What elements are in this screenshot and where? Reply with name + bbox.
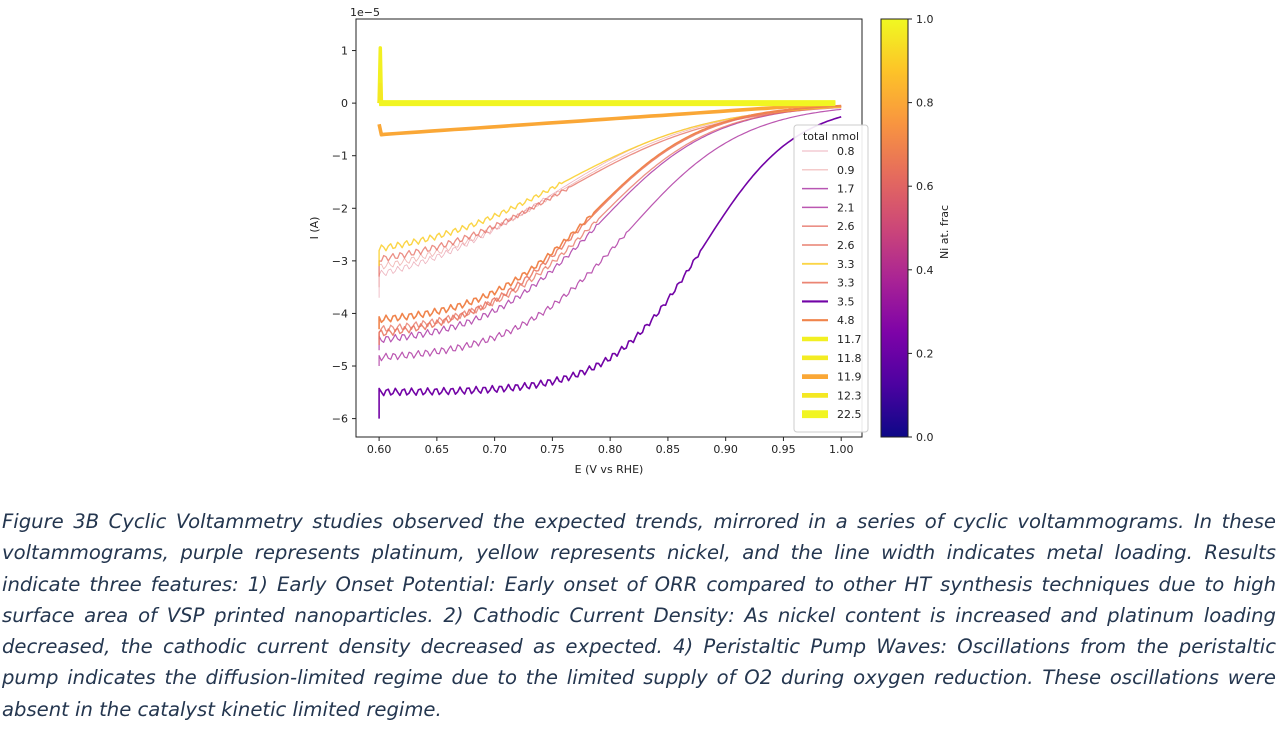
y-tick-label: −4	[332, 307, 348, 320]
x-axis-label: E (V vs RHE)	[575, 463, 644, 476]
y-tick-label: −2	[332, 202, 348, 215]
x-tick-label: 0.75	[540, 443, 565, 456]
colorbar-ticks: 0.0 0.2 0.4 0.6 0.8 1.0	[908, 13, 934, 444]
legend-label: 2.6	[837, 239, 855, 252]
legend: total nmol 0.8 0.9 1.7 2.1 2.6 2.6 3.3 3.3 3.5 4.…	[793, 124, 869, 433]
y-axis-label: I (A)	[308, 217, 321, 240]
legend-label: 3.5	[837, 295, 855, 308]
x-tick-label: 0.65	[425, 443, 450, 456]
legend-label: 1.7	[837, 183, 855, 196]
x-tick-label: 0.70	[482, 443, 507, 456]
series-line	[378, 104, 842, 330]
legend-label: 11.9	[837, 371, 862, 384]
legend-title: total nmol	[803, 130, 859, 143]
y-tick-label: −3	[332, 255, 348, 268]
colorbar-tick-label: 0.4	[916, 264, 934, 277]
x-tick-label: 1.00	[829, 443, 854, 456]
y-multiplier: 1e−5	[350, 6, 380, 19]
series-line	[377, 46, 836, 105]
series-line	[377, 101, 836, 137]
plot-frame	[355, 18, 863, 438]
y-axis-ticks: 1 0 −1 −2 −3 −4 −5 −6	[332, 45, 356, 426]
legend-label: 2.1	[837, 201, 855, 214]
y-tick-label: 0	[341, 97, 348, 110]
legend-label: 11.7	[837, 333, 862, 346]
legend-label: 4.8	[837, 314, 855, 327]
x-tick-label: 0.60	[367, 443, 392, 456]
series-line	[378, 106, 842, 298]
y-tick-label: 1	[341, 45, 348, 58]
colorbar-label: Ni at. frac	[938, 205, 951, 259]
y-tick-label: −5	[332, 360, 348, 373]
legend-label: 0.8	[837, 145, 855, 158]
x-tick-label: 0.85	[656, 443, 681, 456]
legend-label: 3.3	[837, 258, 855, 271]
series-line	[378, 106, 842, 351]
colorbar-tick-label: 0.0	[916, 431, 934, 444]
x-tick-label: 0.95	[771, 443, 796, 456]
figure-caption: Figure 3B Cyclic Voltammetry studies obs…	[2, 510, 1276, 721]
legend-label: 12.3	[837, 389, 862, 402]
colorbar-tick-label: 1.0	[916, 13, 934, 26]
cv-figure: 0.60 0.65 0.70 0.75 0.80 0.85 0.90 0.95 1.00 1 0 −…	[308, 6, 951, 476]
x-tick-label: 0.80	[598, 443, 623, 456]
series-line	[378, 106, 842, 277]
colorbar-tick-label: 0.2	[916, 347, 934, 360]
series-line	[378, 105, 842, 340]
series-line	[378, 105, 842, 345]
legend-label: 2.6	[837, 220, 855, 233]
y-tick-label: −6	[332, 413, 348, 426]
legend-items: 0.8 0.9 1.7 2.1 2.6 2.6 3.3 3.3 3.5 4.8 11.7 11.8 11…	[802, 145, 862, 421]
x-axis-ticks: 0.60 0.65 0.70 0.75 0.80 0.85 0.90 0.95 1.00	[367, 437, 854, 456]
legend-box	[793, 124, 869, 433]
y-tick-label: −1	[332, 150, 348, 163]
legend-label: 0.9	[837, 164, 855, 177]
series-line	[378, 108, 842, 366]
colorbar-tick-label: 0.8	[916, 97, 934, 110]
legend-label: 22.5	[837, 408, 862, 421]
colorbar: 0.0 0.2 0.4 0.6 0.8 1.0 Ni at. frac	[880, 13, 951, 444]
legend-label: 3.3	[837, 277, 855, 290]
series-line	[378, 116, 842, 419]
colorbar-tick-label: 0.6	[916, 180, 934, 193]
colorbar-gradient	[880, 18, 909, 438]
x-tick-label: 0.90	[713, 443, 738, 456]
legend-label: 11.8	[837, 352, 862, 365]
series-lines	[377, 46, 842, 419]
